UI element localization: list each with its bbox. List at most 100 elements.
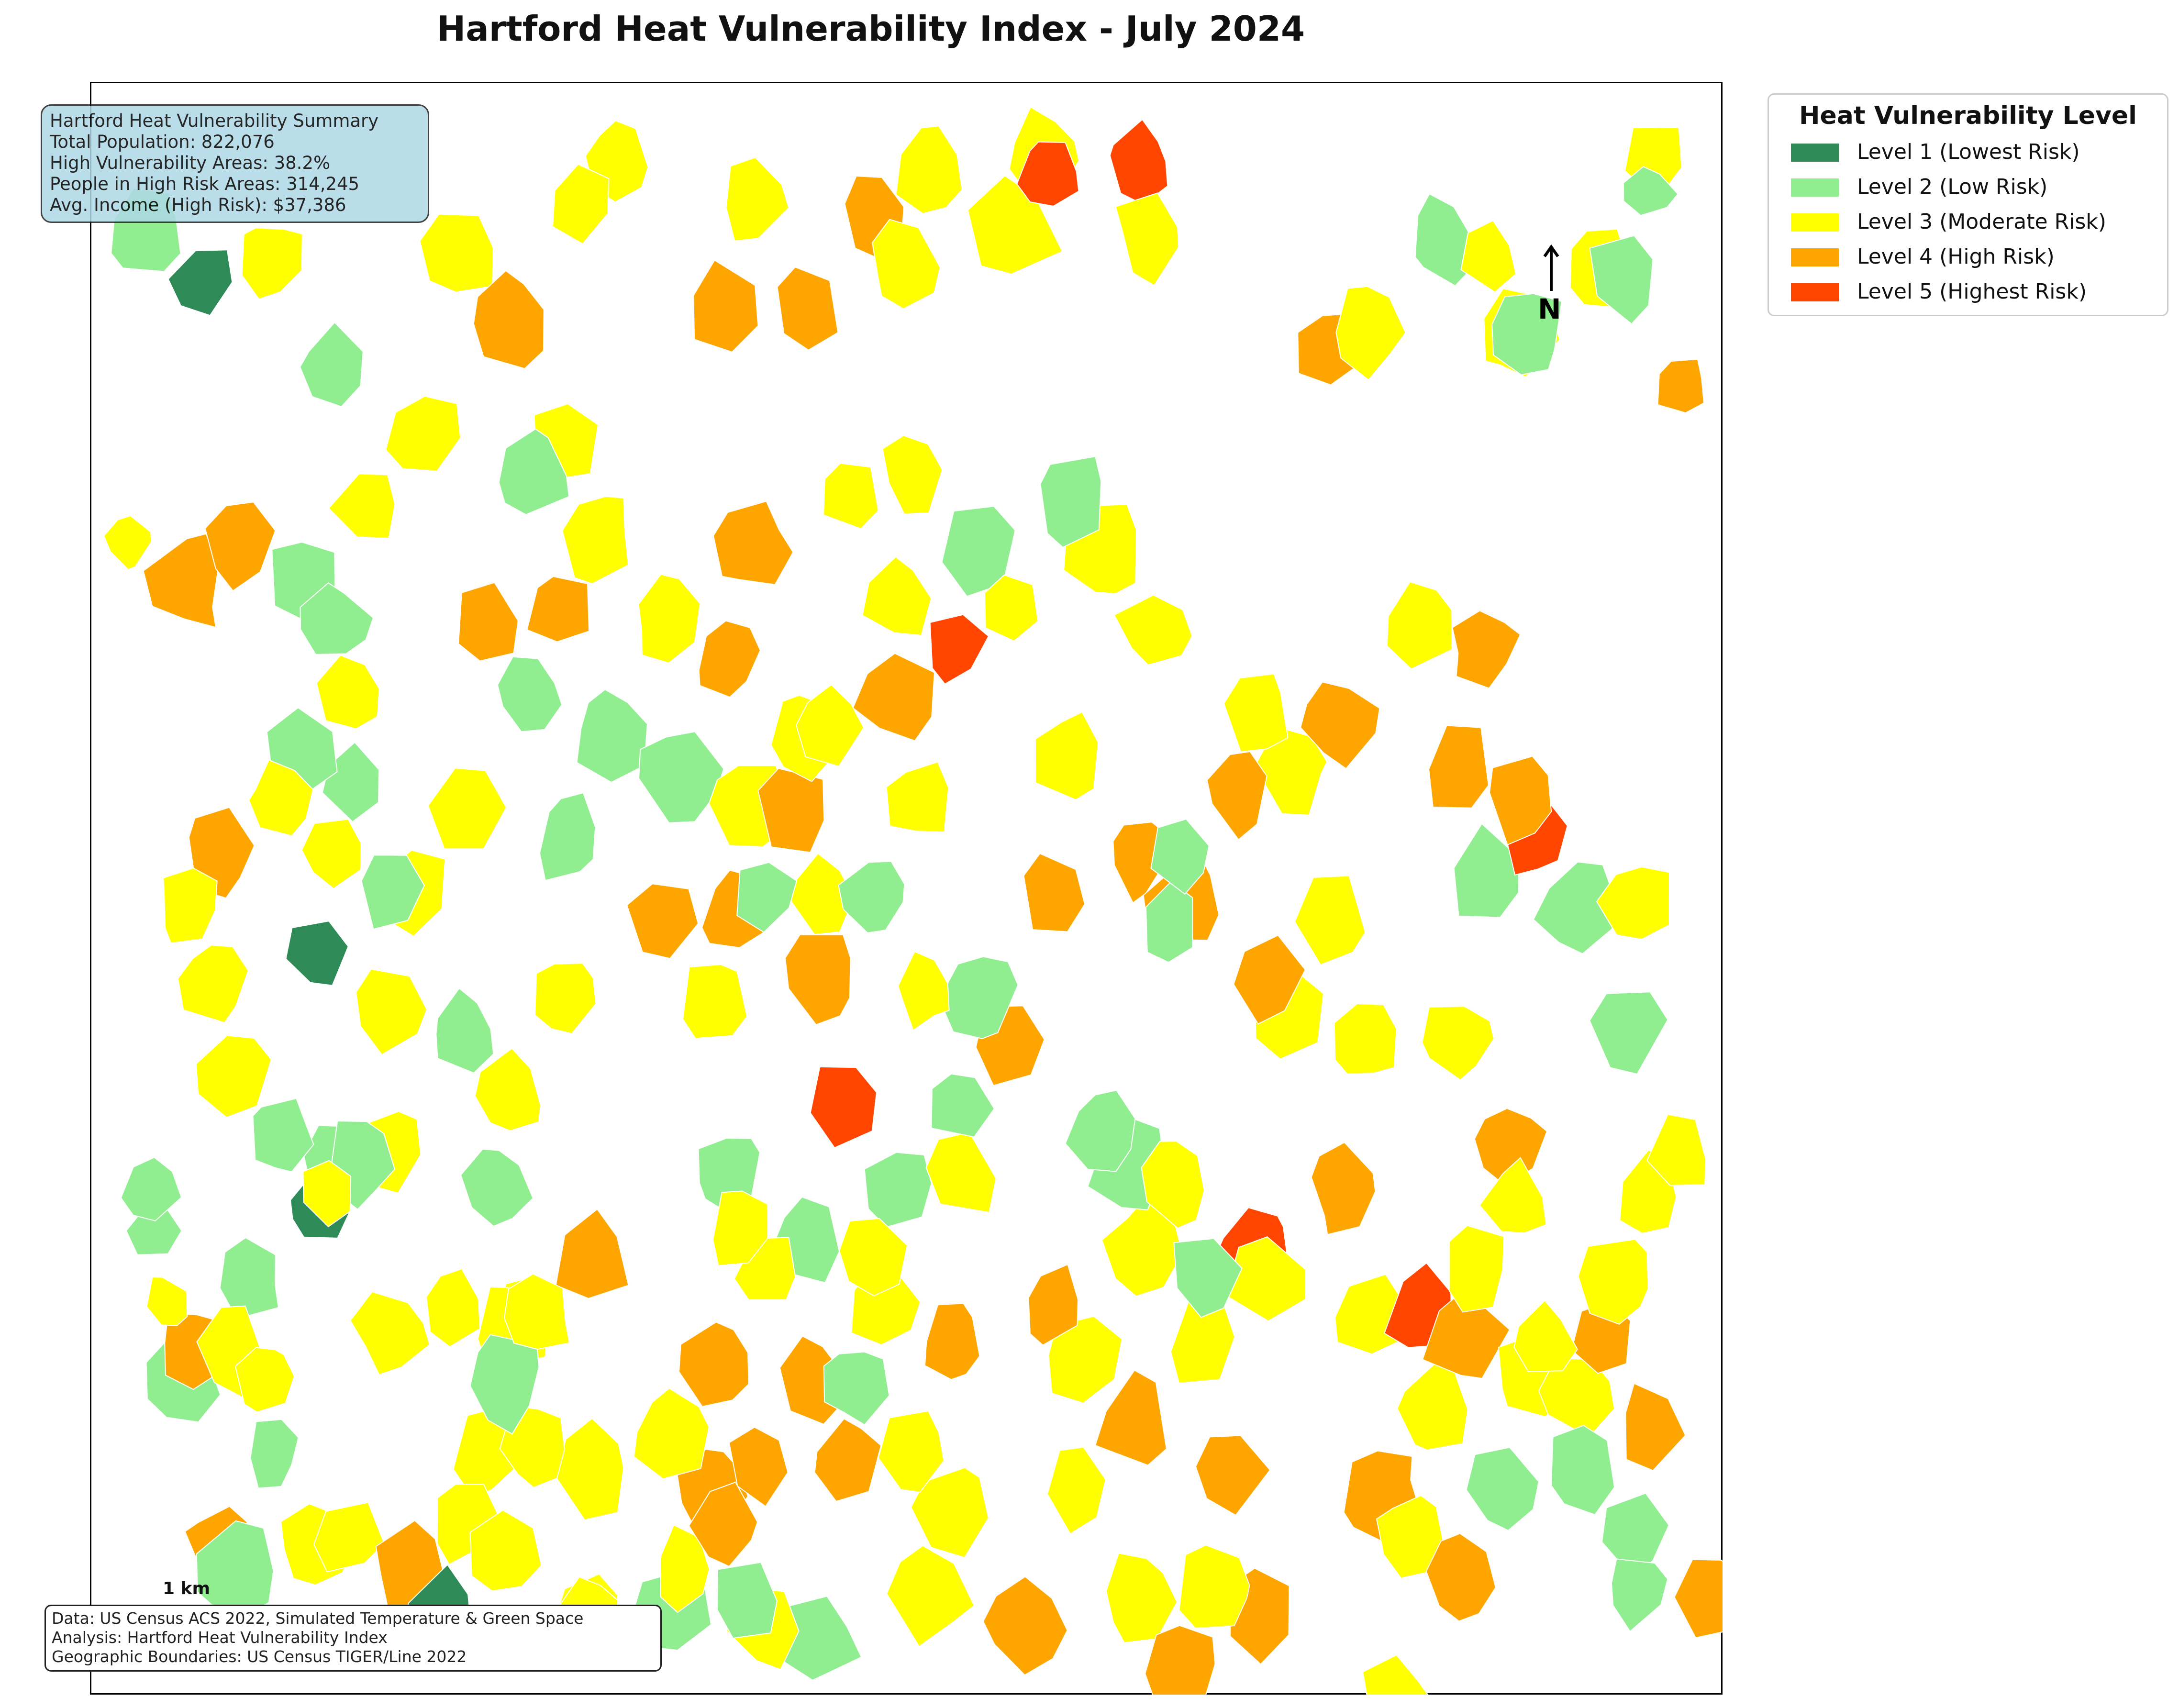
census-tract-level-4[interactable] bbox=[852, 653, 935, 742]
census-tract-level-2[interactable] bbox=[1623, 166, 1679, 216]
census-tract-level-2[interactable] bbox=[539, 792, 596, 881]
census-tract-level-3[interactable] bbox=[1113, 594, 1193, 666]
census-tract-level-5[interactable] bbox=[1016, 141, 1079, 207]
census-tract-level-2[interactable] bbox=[1040, 455, 1102, 548]
census-tract-level-3[interactable] bbox=[177, 944, 249, 1023]
census-tract-level-4[interactable] bbox=[526, 576, 590, 643]
census-tract-level-2[interactable] bbox=[252, 1098, 314, 1173]
census-tract-level-3[interactable] bbox=[534, 963, 597, 1034]
census-tract-level-4[interactable] bbox=[1489, 755, 1552, 846]
census-tract-level-3[interactable] bbox=[1334, 1003, 1397, 1075]
census-tract-level-4[interactable] bbox=[982, 1576, 1068, 1676]
census-tract-level-4[interactable] bbox=[1206, 751, 1267, 841]
census-tract-level-3[interactable] bbox=[925, 1131, 997, 1213]
census-tract-level-3[interactable] bbox=[725, 156, 789, 242]
census-tract-level-3[interactable] bbox=[1115, 192, 1179, 286]
census-tract-level-2[interactable] bbox=[1466, 1447, 1539, 1531]
census-tract-level-3[interactable] bbox=[1141, 1141, 1205, 1229]
census-tract-level-2[interactable] bbox=[1589, 991, 1668, 1075]
census-tract-level-3[interactable] bbox=[1646, 1114, 1706, 1186]
census-tract-level-3[interactable] bbox=[1362, 1654, 1435, 1695]
map-canvas[interactable] bbox=[90, 82, 1723, 1695]
census-tract-level-2[interactable] bbox=[469, 1334, 540, 1435]
census-tract-level-3[interactable] bbox=[349, 1291, 431, 1375]
census-tract-level-3[interactable] bbox=[878, 1410, 945, 1493]
census-tract-level-3[interactable] bbox=[862, 556, 932, 636]
census-tract-level-2[interactable] bbox=[1611, 1558, 1668, 1632]
census-tract-level-4[interactable] bbox=[688, 1481, 758, 1567]
census-tract-level-2[interactable] bbox=[931, 1073, 995, 1138]
census-tract-level-4[interactable] bbox=[784, 934, 851, 1025]
census-tract-level-2[interactable] bbox=[250, 1419, 299, 1489]
census-tract-level-4[interactable] bbox=[1428, 725, 1490, 809]
census-tract-level-3[interactable] bbox=[1479, 1157, 1547, 1234]
census-tract-level-3[interactable] bbox=[241, 227, 303, 300]
census-tract-level-4[interactable] bbox=[712, 500, 794, 585]
census-tract-level-4[interactable] bbox=[1674, 1559, 1723, 1639]
census-tract-level-2[interactable] bbox=[1589, 235, 1654, 325]
census-tract-level-3[interactable] bbox=[1449, 1225, 1505, 1313]
census-tract-level-2[interactable] bbox=[300, 582, 374, 655]
census-tract-level-4[interactable] bbox=[814, 1418, 882, 1502]
census-tract-level-4[interactable] bbox=[777, 266, 839, 351]
census-tract-level-3[interactable] bbox=[967, 175, 1063, 275]
census-tract-level-4[interactable] bbox=[1425, 1533, 1496, 1622]
census-tract-level-2[interactable] bbox=[322, 742, 380, 822]
census-tract-level-4[interactable] bbox=[555, 1208, 629, 1299]
census-tract-level-4[interactable] bbox=[1145, 1625, 1216, 1695]
census-tract-level-4[interactable] bbox=[1657, 358, 1705, 413]
census-tract-level-4[interactable] bbox=[693, 259, 759, 353]
census-tract-level-4[interactable] bbox=[924, 1303, 980, 1380]
census-tract-level-2[interactable] bbox=[498, 428, 570, 515]
census-tract-level-3[interactable] bbox=[385, 396, 461, 472]
census-tract-level-3[interactable] bbox=[871, 219, 941, 310]
census-tract-level-5[interactable] bbox=[929, 614, 989, 685]
census-tract-level-3[interactable] bbox=[1596, 866, 1670, 940]
census-tract-level-3[interactable] bbox=[1105, 1553, 1178, 1643]
census-tract-level-4[interactable] bbox=[1311, 1142, 1376, 1235]
census-tract-level-2[interactable] bbox=[864, 1152, 932, 1228]
census-tract-level-4[interactable] bbox=[1625, 1383, 1686, 1471]
census-tract-level-5[interactable] bbox=[1109, 119, 1168, 205]
census-tract-level-3[interactable] bbox=[897, 951, 950, 1031]
census-tract-level-3[interactable] bbox=[660, 1524, 710, 1613]
census-tract-level-3[interactable] bbox=[1223, 673, 1289, 753]
census-tract-level-3[interactable] bbox=[1178, 1544, 1250, 1629]
census-tract-level-4[interactable] bbox=[1233, 934, 1306, 1025]
census-tract-level-3[interactable] bbox=[638, 574, 701, 664]
census-tract-level-2[interactable] bbox=[1173, 1238, 1243, 1318]
census-tract-level-3[interactable] bbox=[1046, 1446, 1106, 1535]
census-tract-level-2[interactable] bbox=[1550, 1425, 1615, 1516]
census-tract-level-2[interactable] bbox=[823, 1351, 890, 1426]
census-tract-level-2[interactable] bbox=[941, 506, 1016, 597]
census-tract-level-3[interactable] bbox=[1422, 1006, 1495, 1081]
census-tract-level-4[interactable] bbox=[1452, 610, 1521, 689]
census-tract-level-3[interactable] bbox=[301, 819, 362, 889]
census-tract-level-4[interactable] bbox=[473, 270, 545, 369]
census-tract-level-3[interactable] bbox=[234, 1347, 295, 1413]
census-tract-level-2[interactable] bbox=[1414, 193, 1473, 287]
census-tract-level-3[interactable] bbox=[1397, 1363, 1468, 1451]
census-tract-level-4[interactable] bbox=[1474, 1108, 1548, 1186]
census-tract-level-4[interactable] bbox=[143, 533, 220, 628]
census-tract-level-2[interactable] bbox=[1491, 293, 1563, 376]
census-tract-level-2[interactable] bbox=[361, 854, 425, 930]
census-tract-level-2[interactable] bbox=[1453, 823, 1520, 918]
census-tract-level-3[interactable] bbox=[103, 515, 152, 570]
census-tract-level-3[interactable] bbox=[427, 767, 507, 849]
census-tract-level-3[interactable] bbox=[1460, 220, 1517, 293]
census-tract-level-4[interactable] bbox=[1195, 1435, 1271, 1516]
census-tract-level-3[interactable] bbox=[886, 1545, 975, 1647]
census-tract-level-2[interactable] bbox=[736, 862, 798, 933]
census-tract-level-2[interactable] bbox=[938, 956, 1019, 1039]
census-tract-level-3[interactable] bbox=[795, 684, 865, 767]
census-tract-level-2[interactable] bbox=[576, 688, 648, 783]
census-tract-level-3[interactable] bbox=[886, 761, 949, 833]
census-tract-level-3[interactable] bbox=[910, 1467, 989, 1558]
census-tract-level-3[interactable] bbox=[469, 1509, 542, 1592]
census-tract-level-2[interactable] bbox=[1150, 818, 1210, 895]
census-tract-level-3[interactable] bbox=[1335, 286, 1406, 381]
census-tract-level-2[interactable] bbox=[435, 987, 494, 1074]
census-tract-level-3[interactable] bbox=[562, 496, 629, 585]
census-tract-level-2[interactable] bbox=[716, 1562, 778, 1639]
